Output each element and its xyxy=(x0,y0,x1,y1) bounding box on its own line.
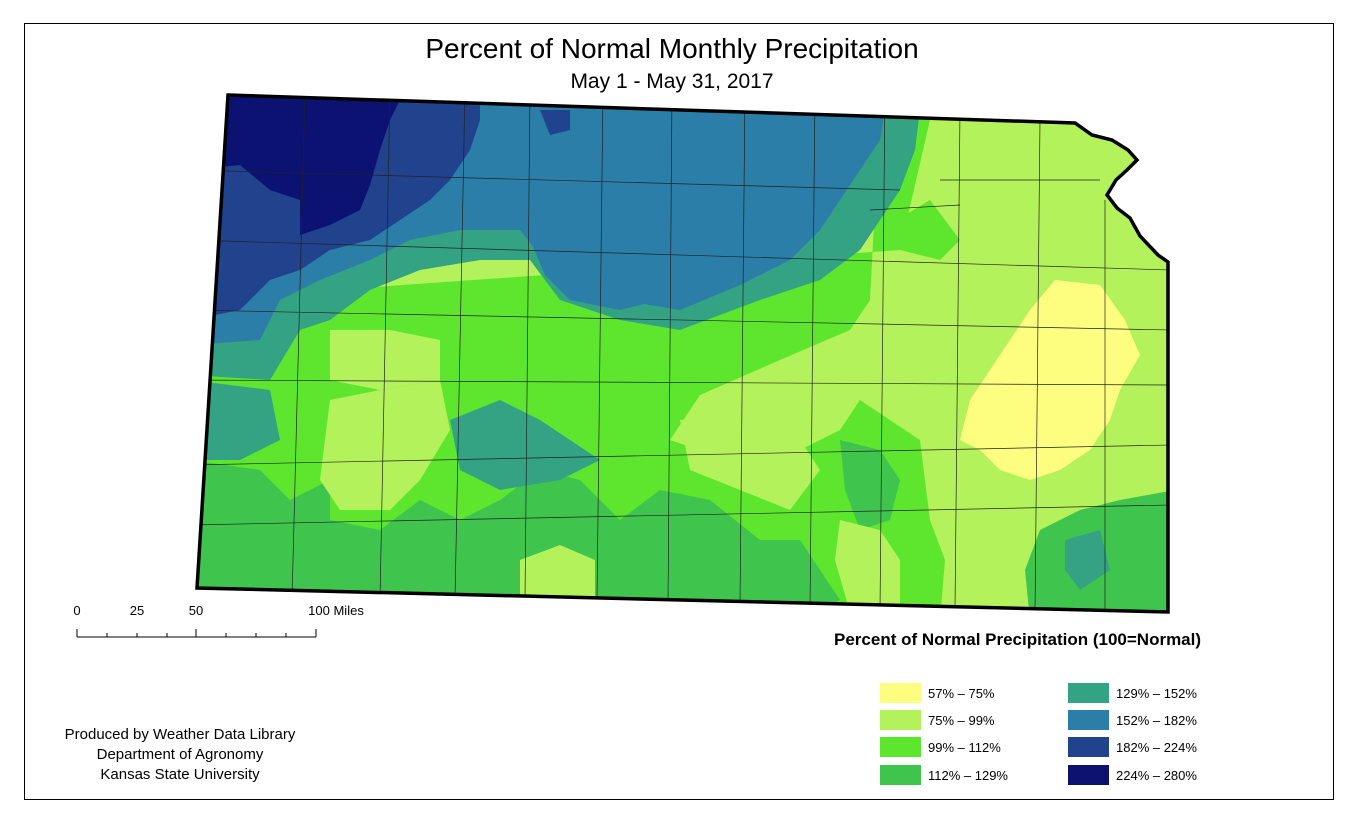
legend: 57% – 75% 75% – 99% 99% – 112% 112% – 12… xyxy=(880,683,1240,793)
legend-item-7: 182% – 224% xyxy=(1068,737,1197,757)
zone-224-280 xyxy=(197,95,400,235)
legend-item-2: 75% – 99% xyxy=(880,710,995,730)
legend-swatch-2 xyxy=(880,710,921,730)
legend-item-3: 99% – 112% xyxy=(880,737,1001,757)
legend-swatch-4 xyxy=(880,765,921,785)
legend-label-8: 224% – 280% xyxy=(1116,767,1197,783)
scale-bar: 0 25 50 100 Miles xyxy=(70,603,370,643)
scale-label-25: 25 xyxy=(129,603,145,618)
zone-129-152-s xyxy=(450,400,600,490)
zone-99-112-ne xyxy=(880,200,960,260)
zone-129-152-sw xyxy=(197,380,280,460)
county-boundaries xyxy=(197,95,1168,612)
kansas-state-outline xyxy=(195,93,1170,614)
zone-152-182-n xyxy=(530,240,670,310)
legend-label-7: 182% – 224% xyxy=(1116,739,1197,755)
map-subtitle: May 1 - May 31, 2017 xyxy=(570,70,774,93)
zone-75-99-w1 xyxy=(320,380,450,510)
legend-swatch-1 xyxy=(880,683,921,703)
scale-label-100: 100 Miles xyxy=(308,603,364,618)
zone-182-224-n xyxy=(540,110,570,135)
legend-item-5: 129% – 152% xyxy=(1068,683,1197,703)
legend-item-8: 224% – 280% xyxy=(1068,765,1197,785)
zone-75-99-sc xyxy=(835,520,900,612)
zone-112-129-west xyxy=(197,460,840,612)
precipitation-zones xyxy=(197,95,1168,612)
credit-line-3: Kansas State University xyxy=(100,766,260,783)
zone-57-75 xyxy=(960,280,1140,480)
zone-112-129-mid xyxy=(840,440,900,530)
map-frame xyxy=(24,23,1334,800)
scale-label-50: 50 xyxy=(188,603,204,618)
legend-swatch-6 xyxy=(1068,710,1109,730)
legend-title: Percent of Normal Precipitation (100=Nor… xyxy=(834,630,1202,649)
scale-bar-line xyxy=(76,629,317,638)
credit-line-2: Department of Agronomy xyxy=(96,746,264,763)
legend-item-4: 112% – 129% xyxy=(880,765,1008,785)
legend-label-3: 99% – 112% xyxy=(928,739,1001,755)
legend-item-6: 152% – 182% xyxy=(1068,710,1197,730)
legend-swatch-7 xyxy=(1068,737,1109,757)
legend-item-1: 57% – 75% xyxy=(880,683,995,703)
scale-label-0: 0 xyxy=(73,603,81,618)
credit-line-1: Produced by Weather Data Library xyxy=(64,726,296,743)
map-title: Percent of Normal Monthly Precipitation xyxy=(425,33,919,64)
legend-label-1: 57% – 75% xyxy=(928,685,995,701)
legend-label-4: 112% – 129% xyxy=(928,767,1008,783)
zone-129-152-se xyxy=(1065,530,1110,590)
legend-swatch-8 xyxy=(1068,765,1109,785)
legend-swatch-3 xyxy=(880,737,921,757)
legend-label-6: 152% – 182% xyxy=(1116,712,1197,728)
legend-label-5: 129% – 152% xyxy=(1116,685,1197,701)
legend-label-2: 75% – 99% xyxy=(928,712,995,728)
zone-75-99-s xyxy=(520,545,595,610)
legend-swatch-5 xyxy=(1068,683,1109,703)
zone-75-99-c xyxy=(680,410,820,510)
credits: Produced by Weather Data Library Departm… xyxy=(30,725,330,785)
